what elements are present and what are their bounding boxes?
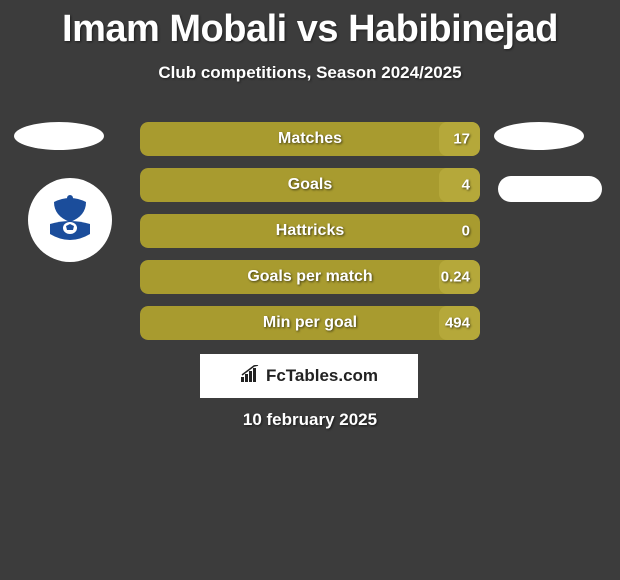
stat-label: Goals per match xyxy=(247,268,372,286)
stat-label: Goals xyxy=(288,176,332,194)
brand-chart-icon xyxy=(240,365,262,388)
stat-value-right: 4 xyxy=(462,177,470,194)
stat-value-right: 494 xyxy=(445,315,470,332)
brand-box[interactable]: FcTables.com xyxy=(200,354,418,398)
stat-label: Matches xyxy=(278,130,342,148)
stat-value-right: 0.24 xyxy=(441,269,470,286)
player-right-badge-pill xyxy=(498,176,602,202)
stat-row: Min per goal 494 xyxy=(140,306,480,340)
page-title: Imam Mobali vs Habibinejad xyxy=(0,0,620,51)
stat-value-right: 17 xyxy=(453,131,470,148)
team-crest-icon xyxy=(38,188,102,252)
subtitle: Club competitions, Season 2024/2025 xyxy=(0,63,620,83)
stat-label: Hattricks xyxy=(276,222,344,240)
player-left-badge-oval xyxy=(14,122,104,150)
stat-row: Goals 4 xyxy=(140,168,480,202)
stat-value-right: 0 xyxy=(462,223,470,240)
stat-row: Goals per match 0.24 xyxy=(140,260,480,294)
stat-row: Matches 17 xyxy=(140,122,480,156)
date-line: 10 february 2025 xyxy=(0,410,620,430)
stats-container: Matches 17 Goals 4 Hattricks 0 Goals per match… xyxy=(140,122,480,352)
player-left-team-crest xyxy=(28,178,112,262)
brand-label: FcTables.com xyxy=(266,366,378,386)
stat-row: Hattricks 0 xyxy=(140,214,480,248)
player-right-badge-oval xyxy=(494,122,584,150)
stat-bar-right-fill xyxy=(439,168,480,202)
stat-label: Min per goal xyxy=(263,314,357,332)
